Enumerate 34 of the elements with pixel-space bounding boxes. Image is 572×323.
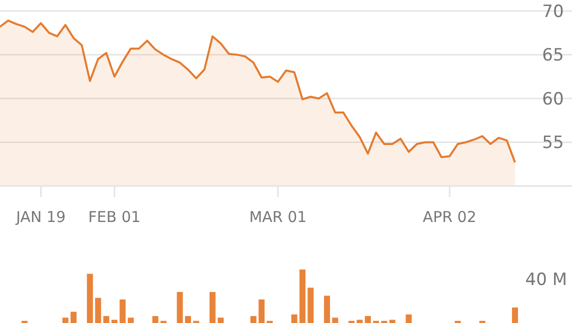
text: 40 M (525, 270, 567, 290)
bar (332, 318, 338, 323)
bar (62, 318, 68, 323)
y-tick-label: 60 (542, 89, 564, 110)
x-tick-label: MAR 01 (249, 208, 307, 226)
bar (299, 270, 306, 323)
bar (70, 312, 77, 323)
bar (250, 316, 256, 323)
x-tick-label: APR 02 (422, 208, 476, 226)
bar (356, 320, 363, 323)
bar (128, 318, 134, 323)
bar (389, 320, 396, 323)
bar (258, 299, 265, 323)
bar (406, 314, 412, 323)
y-tick-label: 65 (542, 46, 564, 66)
bar (364, 316, 371, 323)
bar (218, 318, 224, 323)
y-tick-label: 55 (542, 133, 564, 154)
bar (152, 316, 158, 323)
y-tick-label: 70 (542, 2, 564, 22)
x-tick-label: FEB 01 (88, 208, 141, 226)
bar (120, 299, 126, 323)
bar (308, 288, 314, 323)
bar (86, 274, 93, 323)
bar (111, 320, 118, 323)
bar (512, 307, 518, 323)
bar (185, 316, 192, 323)
bar (324, 296, 330, 323)
bar (103, 316, 110, 323)
bar (291, 314, 298, 323)
bar (176, 292, 183, 323)
bar (210, 292, 216, 323)
x-tick-label: JAN 19 (15, 208, 66, 226)
bar (95, 298, 102, 323)
